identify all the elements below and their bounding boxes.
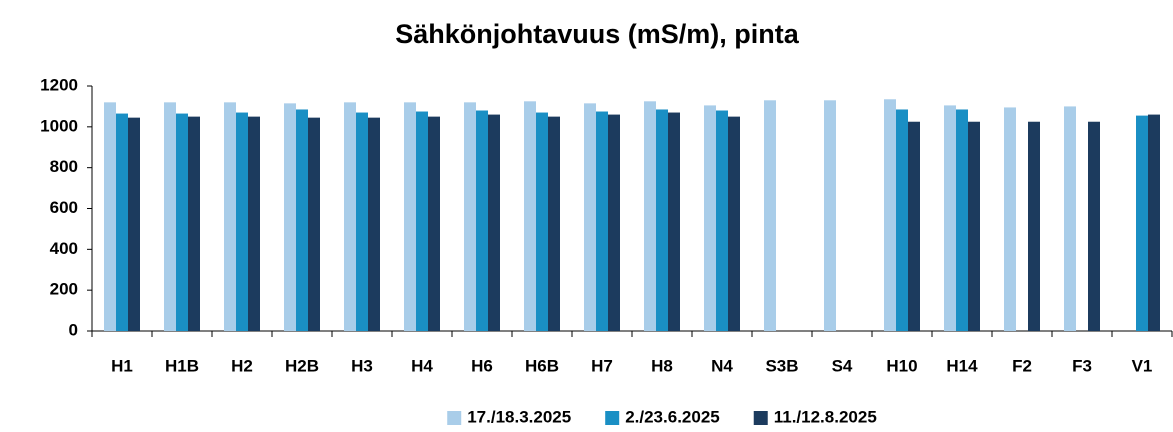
bar [416,111,428,331]
bar [1004,107,1016,331]
bar [116,113,128,331]
x-tick-label: H1B [165,356,199,375]
x-tick-label: H14 [946,356,978,375]
bar [176,113,188,331]
bar [164,102,176,331]
y-tick-label: 0 [69,320,78,339]
bar [884,99,896,331]
legend-swatch [753,411,768,425]
x-tick-label: H4 [411,356,433,375]
x-tick-label: H7 [591,356,613,375]
bar [524,101,536,331]
x-tick-label: H2 [231,356,253,375]
x-tick-label: H6B [525,356,559,375]
chart-title: Sähkönjohtavuus (mS/m), pinta [395,19,800,49]
bar [488,114,500,331]
bar [1136,115,1148,332]
x-tick-label: H3 [351,356,373,375]
bar [308,117,320,331]
legend-swatch [447,411,462,425]
bar [764,100,776,332]
bar [224,102,236,331]
legend-label: 17./18.3.2025 [467,407,571,426]
y-tick-label: 600 [50,198,78,217]
bar [1064,106,1076,332]
x-tick-label: V1 [1132,356,1153,375]
bar [824,100,836,332]
bar [356,112,368,332]
y-tick-label: 200 [50,280,78,299]
x-tick-label: F2 [1012,356,1032,375]
bar [1088,121,1100,332]
bar [968,121,980,332]
bar [476,110,488,331]
bar [464,102,476,331]
x-tick-label: H2B [285,356,319,375]
bar [236,112,248,332]
y-tick-label: 800 [50,157,78,176]
y-tick-label: 1000 [40,116,78,135]
bar [644,101,656,331]
bar [668,112,680,332]
legend-label: 2./23.6.2025 [625,407,720,426]
bar [908,121,920,332]
x-tick-label: S3B [765,356,798,375]
bar [128,117,140,331]
bar [944,105,956,331]
bar [344,102,356,331]
x-tick-label: H10 [886,356,917,375]
bar [728,116,740,331]
x-tick-label: H8 [651,356,673,375]
bar [596,111,608,331]
bar [284,103,296,332]
bar [188,116,200,331]
bar [536,112,548,332]
bar [104,102,116,331]
legend-swatch [605,411,620,425]
bar [956,109,968,332]
bar [1148,114,1160,331]
bar [548,116,560,331]
bar [296,109,308,332]
y-tick-label: 1200 [40,75,78,94]
bar [896,109,908,332]
bar [584,103,596,332]
y-tick-label: 400 [50,239,78,258]
bar [704,105,716,331]
bar [248,116,260,331]
x-tick-label: H1 [111,356,133,375]
x-tick-label: H6 [471,356,493,375]
bar [1028,121,1040,332]
legend-label: 11./12.8.2025 [774,407,877,426]
x-tick-label: S4 [832,356,853,375]
bar [368,117,380,331]
bar [404,102,416,331]
bar [428,116,440,331]
bar [656,109,668,332]
x-tick-label: N4 [711,356,733,375]
x-tick-label: F3 [1072,356,1092,375]
bar [608,114,620,331]
bar [716,110,728,331]
